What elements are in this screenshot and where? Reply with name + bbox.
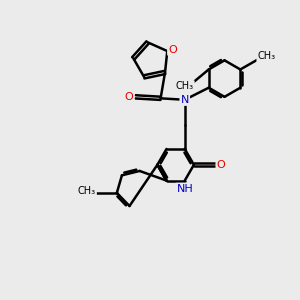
Text: N: N <box>181 95 189 105</box>
Text: CH₃: CH₃ <box>257 51 275 61</box>
Text: CH₃: CH₃ <box>78 186 96 197</box>
Text: NH: NH <box>176 184 193 194</box>
Text: CH₃: CH₃ <box>176 81 194 91</box>
Text: O: O <box>168 45 177 55</box>
Text: O: O <box>217 160 225 170</box>
Text: O: O <box>125 92 134 102</box>
